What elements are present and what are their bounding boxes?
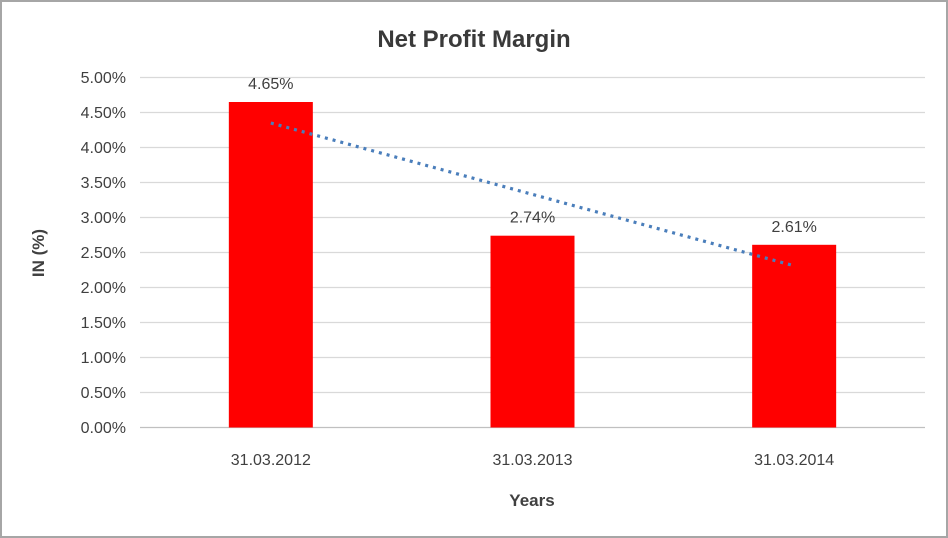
y-axis-title: IN (%) [29, 229, 48, 277]
y-tick-label: 4.00% [81, 140, 126, 157]
y-axis-tick-labels: 0.00% 0.50% 1.00% 1.50% 2.00% 2.50% 3.00% 3.50%… [81, 70, 126, 437]
y-tick-label: 2.50% [81, 245, 126, 262]
bar [490, 235, 575, 428]
y-tick-label: 4.50% [81, 105, 126, 122]
y-tick-label: 1.50% [81, 315, 126, 332]
y-tick-label: 3.00% [81, 210, 126, 227]
chart-title: Net Profit Margin [377, 26, 570, 53]
y-tick-label: 2.00% [81, 280, 126, 297]
x-tick-label: 31.03.2014 [754, 452, 834, 469]
bar [228, 102, 313, 428]
y-tick-label: 3.50% [81, 175, 126, 192]
y-tick-label: 0.50% [81, 385, 126, 402]
bar-value-label: 2.61% [771, 219, 816, 236]
y-tick-label: 5.00% [81, 70, 126, 87]
x-axis-title: Years [509, 491, 554, 510]
bar-value-label: 2.74% [510, 210, 555, 227]
y-tick-label: 0.00% [81, 420, 126, 437]
bar-series [228, 102, 837, 428]
y-tick-label: 1.00% [81, 350, 126, 367]
trendline [270, 121, 795, 268]
x-axis-tick-labels: 31.03.2012 31.03.2013 31.03.2014 [231, 452, 835, 469]
x-tick-label: 31.03.2012 [231, 452, 311, 469]
bar-value-label: 4.65% [248, 76, 293, 93]
x-tick-label: 31.03.2013 [492, 452, 572, 469]
bar-data-labels: 4.65% 2.74% 2.61% [248, 76, 817, 236]
bar [752, 244, 837, 428]
